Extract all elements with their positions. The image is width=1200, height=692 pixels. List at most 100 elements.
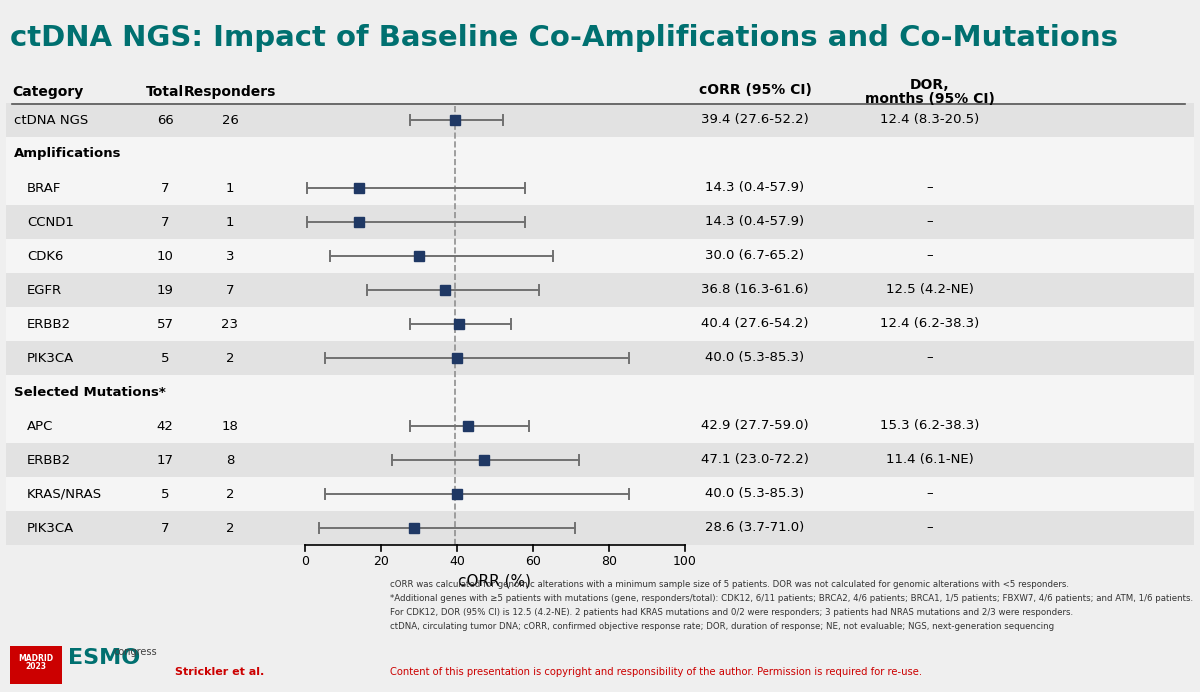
Bar	[452, 353, 462, 363]
Text: 36.8 (16.3-61.6): 36.8 (16.3-61.6)	[701, 284, 809, 296]
Bar	[452, 489, 462, 499]
Text: Content of this presentation is copyright and responsibility of the author. Perm: Content of this presentation is copyrigh…	[390, 667, 922, 677]
Text: 80: 80	[601, 555, 617, 568]
Text: 1: 1	[226, 181, 234, 194]
Text: 17: 17	[156, 453, 174, 466]
Text: months (95% CI): months (95% CI)	[865, 92, 995, 106]
Text: 1: 1	[226, 215, 234, 228]
Text: Amplifications: Amplifications	[14, 147, 121, 161]
Text: cORR (95% CI): cORR (95% CI)	[698, 83, 811, 97]
Bar	[6, 477, 1194, 511]
Text: congress: congress	[113, 647, 157, 657]
Bar	[6, 511, 1194, 545]
Text: ctDNA NGS: ctDNA NGS	[14, 113, 89, 127]
Bar	[463, 421, 473, 431]
Text: Total: Total	[146, 85, 184, 99]
Bar	[454, 319, 463, 329]
Text: 2023: 2023	[25, 662, 47, 671]
Bar	[354, 217, 365, 227]
Bar	[6, 205, 1194, 239]
Text: 39.4 (27.6-52.2): 39.4 (27.6-52.2)	[701, 113, 809, 127]
Text: 42: 42	[156, 419, 174, 432]
Text: 47.1 (23.0-72.2): 47.1 (23.0-72.2)	[701, 453, 809, 466]
Text: PIK3CA: PIK3CA	[28, 352, 74, 365]
Text: *Additional genes with ≥5 patients with mutations (gene, responders/total): CDK1: *Additional genes with ≥5 patients with …	[390, 594, 1193, 603]
Text: ERBB2: ERBB2	[28, 453, 71, 466]
Bar	[450, 115, 460, 125]
Bar	[10, 646, 62, 684]
Text: CCND1: CCND1	[28, 215, 74, 228]
Bar	[6, 375, 1194, 409]
Text: –: –	[926, 352, 934, 365]
Text: 19: 19	[156, 284, 174, 296]
Text: 12.5 (4.2-NE): 12.5 (4.2-NE)	[886, 284, 974, 296]
Text: 2: 2	[226, 352, 234, 365]
Bar	[479, 455, 488, 465]
Text: cORR (%): cORR (%)	[458, 573, 532, 588]
Text: Category: Category	[12, 85, 83, 99]
Text: 8: 8	[226, 453, 234, 466]
Text: –: –	[926, 250, 934, 262]
Bar	[414, 251, 424, 261]
Text: APC: APC	[28, 419, 53, 432]
Bar	[6, 307, 1194, 341]
Text: 2: 2	[226, 487, 234, 500]
Text: 40.0 (5.3-85.3): 40.0 (5.3-85.3)	[706, 352, 804, 365]
Text: cORR was calculated for genomic alterations with a minimum sample size of 5 pati: cORR was calculated for genomic alterati…	[390, 580, 1069, 589]
Text: Selected Mutations*: Selected Mutations*	[14, 385, 166, 399]
Text: 11.4 (6.1-NE): 11.4 (6.1-NE)	[886, 453, 974, 466]
Text: 18: 18	[222, 419, 239, 432]
Text: 57: 57	[156, 318, 174, 331]
Text: EGFR: EGFR	[28, 284, 62, 296]
Text: 0: 0	[301, 555, 310, 568]
Text: 7: 7	[161, 522, 169, 534]
Text: 30.0 (6.7-65.2): 30.0 (6.7-65.2)	[706, 250, 804, 262]
Bar	[6, 171, 1194, 205]
Text: 12.4 (8.3-20.5): 12.4 (8.3-20.5)	[881, 113, 979, 127]
Text: 12.4 (6.2-38.3): 12.4 (6.2-38.3)	[881, 318, 979, 331]
Text: 10: 10	[156, 250, 174, 262]
Text: ESMO: ESMO	[68, 648, 140, 668]
Text: –: –	[926, 215, 934, 228]
Text: 7: 7	[161, 181, 169, 194]
Text: MADRID: MADRID	[18, 654, 54, 663]
Text: ctDNA, circulating tumor DNA; cORR, confirmed objective response rate; DOR, dura: ctDNA, circulating tumor DNA; cORR, conf…	[390, 622, 1054, 631]
Text: DOR,: DOR,	[910, 78, 950, 92]
Text: 40: 40	[449, 555, 464, 568]
Bar	[354, 183, 365, 193]
Bar	[440, 285, 450, 295]
Text: 5: 5	[161, 487, 169, 500]
Text: CDK6: CDK6	[28, 250, 64, 262]
Bar	[409, 523, 419, 533]
Text: 20: 20	[373, 555, 389, 568]
Bar	[6, 103, 1194, 137]
Text: –: –	[926, 522, 934, 534]
Text: 40.4 (27.6-54.2): 40.4 (27.6-54.2)	[701, 318, 809, 331]
Text: Strickler et al.: Strickler et al.	[175, 667, 264, 677]
Text: 7: 7	[226, 284, 234, 296]
Text: BRAF: BRAF	[28, 181, 61, 194]
Text: 5: 5	[161, 352, 169, 365]
Text: KRAS/NRAS: KRAS/NRAS	[28, 487, 102, 500]
Text: Responders: Responders	[184, 85, 276, 99]
Text: 66: 66	[157, 113, 173, 127]
Text: 14.3 (0.4-57.9): 14.3 (0.4-57.9)	[706, 215, 804, 228]
Bar	[6, 341, 1194, 375]
Text: 15.3 (6.2-38.3): 15.3 (6.2-38.3)	[881, 419, 979, 432]
Text: ctDNA NGS: Impact of Baseline Co-Amplifications and Co-Mutations: ctDNA NGS: Impact of Baseline Co-Amplifi…	[10, 24, 1118, 52]
Text: 28.6 (3.7-71.0): 28.6 (3.7-71.0)	[706, 522, 805, 534]
Bar	[6, 409, 1194, 443]
Text: 26: 26	[222, 113, 239, 127]
Bar	[6, 137, 1194, 171]
Bar	[6, 443, 1194, 477]
Text: 2: 2	[226, 522, 234, 534]
Text: 42.9 (27.7-59.0): 42.9 (27.7-59.0)	[701, 419, 809, 432]
Text: 7: 7	[161, 215, 169, 228]
Text: 60: 60	[526, 555, 541, 568]
Bar	[6, 273, 1194, 307]
Text: ERBB2: ERBB2	[28, 318, 71, 331]
Text: 23: 23	[222, 318, 239, 331]
Text: 40.0 (5.3-85.3): 40.0 (5.3-85.3)	[706, 487, 804, 500]
Bar	[6, 239, 1194, 273]
Text: PIK3CA: PIK3CA	[28, 522, 74, 534]
